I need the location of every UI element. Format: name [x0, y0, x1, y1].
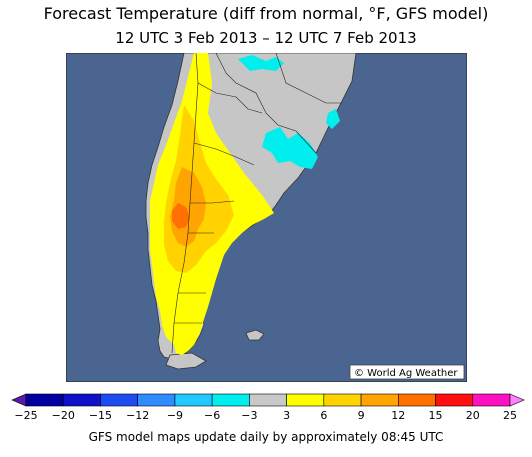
scale-segment: [100, 393, 138, 407]
forecast-map: © World Ag Weather: [66, 53, 467, 382]
anomaly-cyan-coast: [326, 109, 340, 129]
color-scale-legend: −25 −20 −15 −12 −9 −6 −3 3 6 9 12 15 20 25: [0, 392, 532, 432]
copyright-box: [349, 364, 465, 380]
update-note: GFS model maps update daily by approxima…: [88, 430, 444, 444]
scale-segment: [398, 393, 436, 407]
scale-segment: [211, 393, 250, 407]
color-scale: −25 −20 −15 −12 −9 −6 −3 3 6 9 12 15 20 25: [11, 393, 525, 422]
scale-tick-label: −20: [52, 409, 75, 422]
scale-tick-label: 12: [391, 409, 405, 422]
scale-segment: [137, 393, 176, 407]
scale-tick-label: −6: [204, 409, 220, 422]
scale-segment: [323, 393, 362, 407]
scale-segment: [286, 393, 325, 407]
scale-tick-label: −9: [167, 409, 183, 422]
anomaly-cyan-east: [262, 127, 318, 169]
map-title: Forecast Temperature (diff from normal, …: [43, 4, 489, 23]
scale-tick-label: 6: [320, 409, 327, 422]
scale-arrow-high: [509, 393, 525, 407]
map-date-range: 12 UTC 3 Feb 2013 – 12 UTC 7 Feb 2013: [115, 29, 417, 47]
scale-tick-label: 3: [283, 409, 290, 422]
scale-tick-label: 25: [503, 409, 517, 422]
scale-segment: [472, 393, 511, 407]
anomaly-dark-orange: [172, 203, 190, 229]
scale-tick-label: −15: [89, 409, 112, 422]
scale-tick-label: 9: [358, 409, 365, 422]
scale-arrow-low: [11, 393, 27, 407]
land-tierra-del-fuego: [165, 352, 207, 370]
scale-tick-label: 20: [466, 409, 480, 422]
scale-segment: [360, 393, 399, 407]
boundaries: [171, 53, 341, 354]
map-canvas: © World Ag Weather: [66, 53, 467, 382]
scale-segment: [435, 393, 474, 407]
land-falklands: [245, 329, 265, 341]
scale-segment: [62, 393, 101, 407]
scale-tick-label: −12: [126, 409, 149, 422]
scale-tick-label: −25: [14, 409, 37, 422]
anomaly-cyan-north: [238, 55, 284, 71]
scale-segment: [174, 393, 213, 407]
scale-tick-label: 15: [429, 409, 443, 422]
scale-segment: [249, 393, 287, 407]
scale-segment: [25, 393, 64, 407]
scale-tick-label: −3: [241, 409, 257, 422]
copyright-text: © World Ag Weather: [354, 368, 458, 379]
